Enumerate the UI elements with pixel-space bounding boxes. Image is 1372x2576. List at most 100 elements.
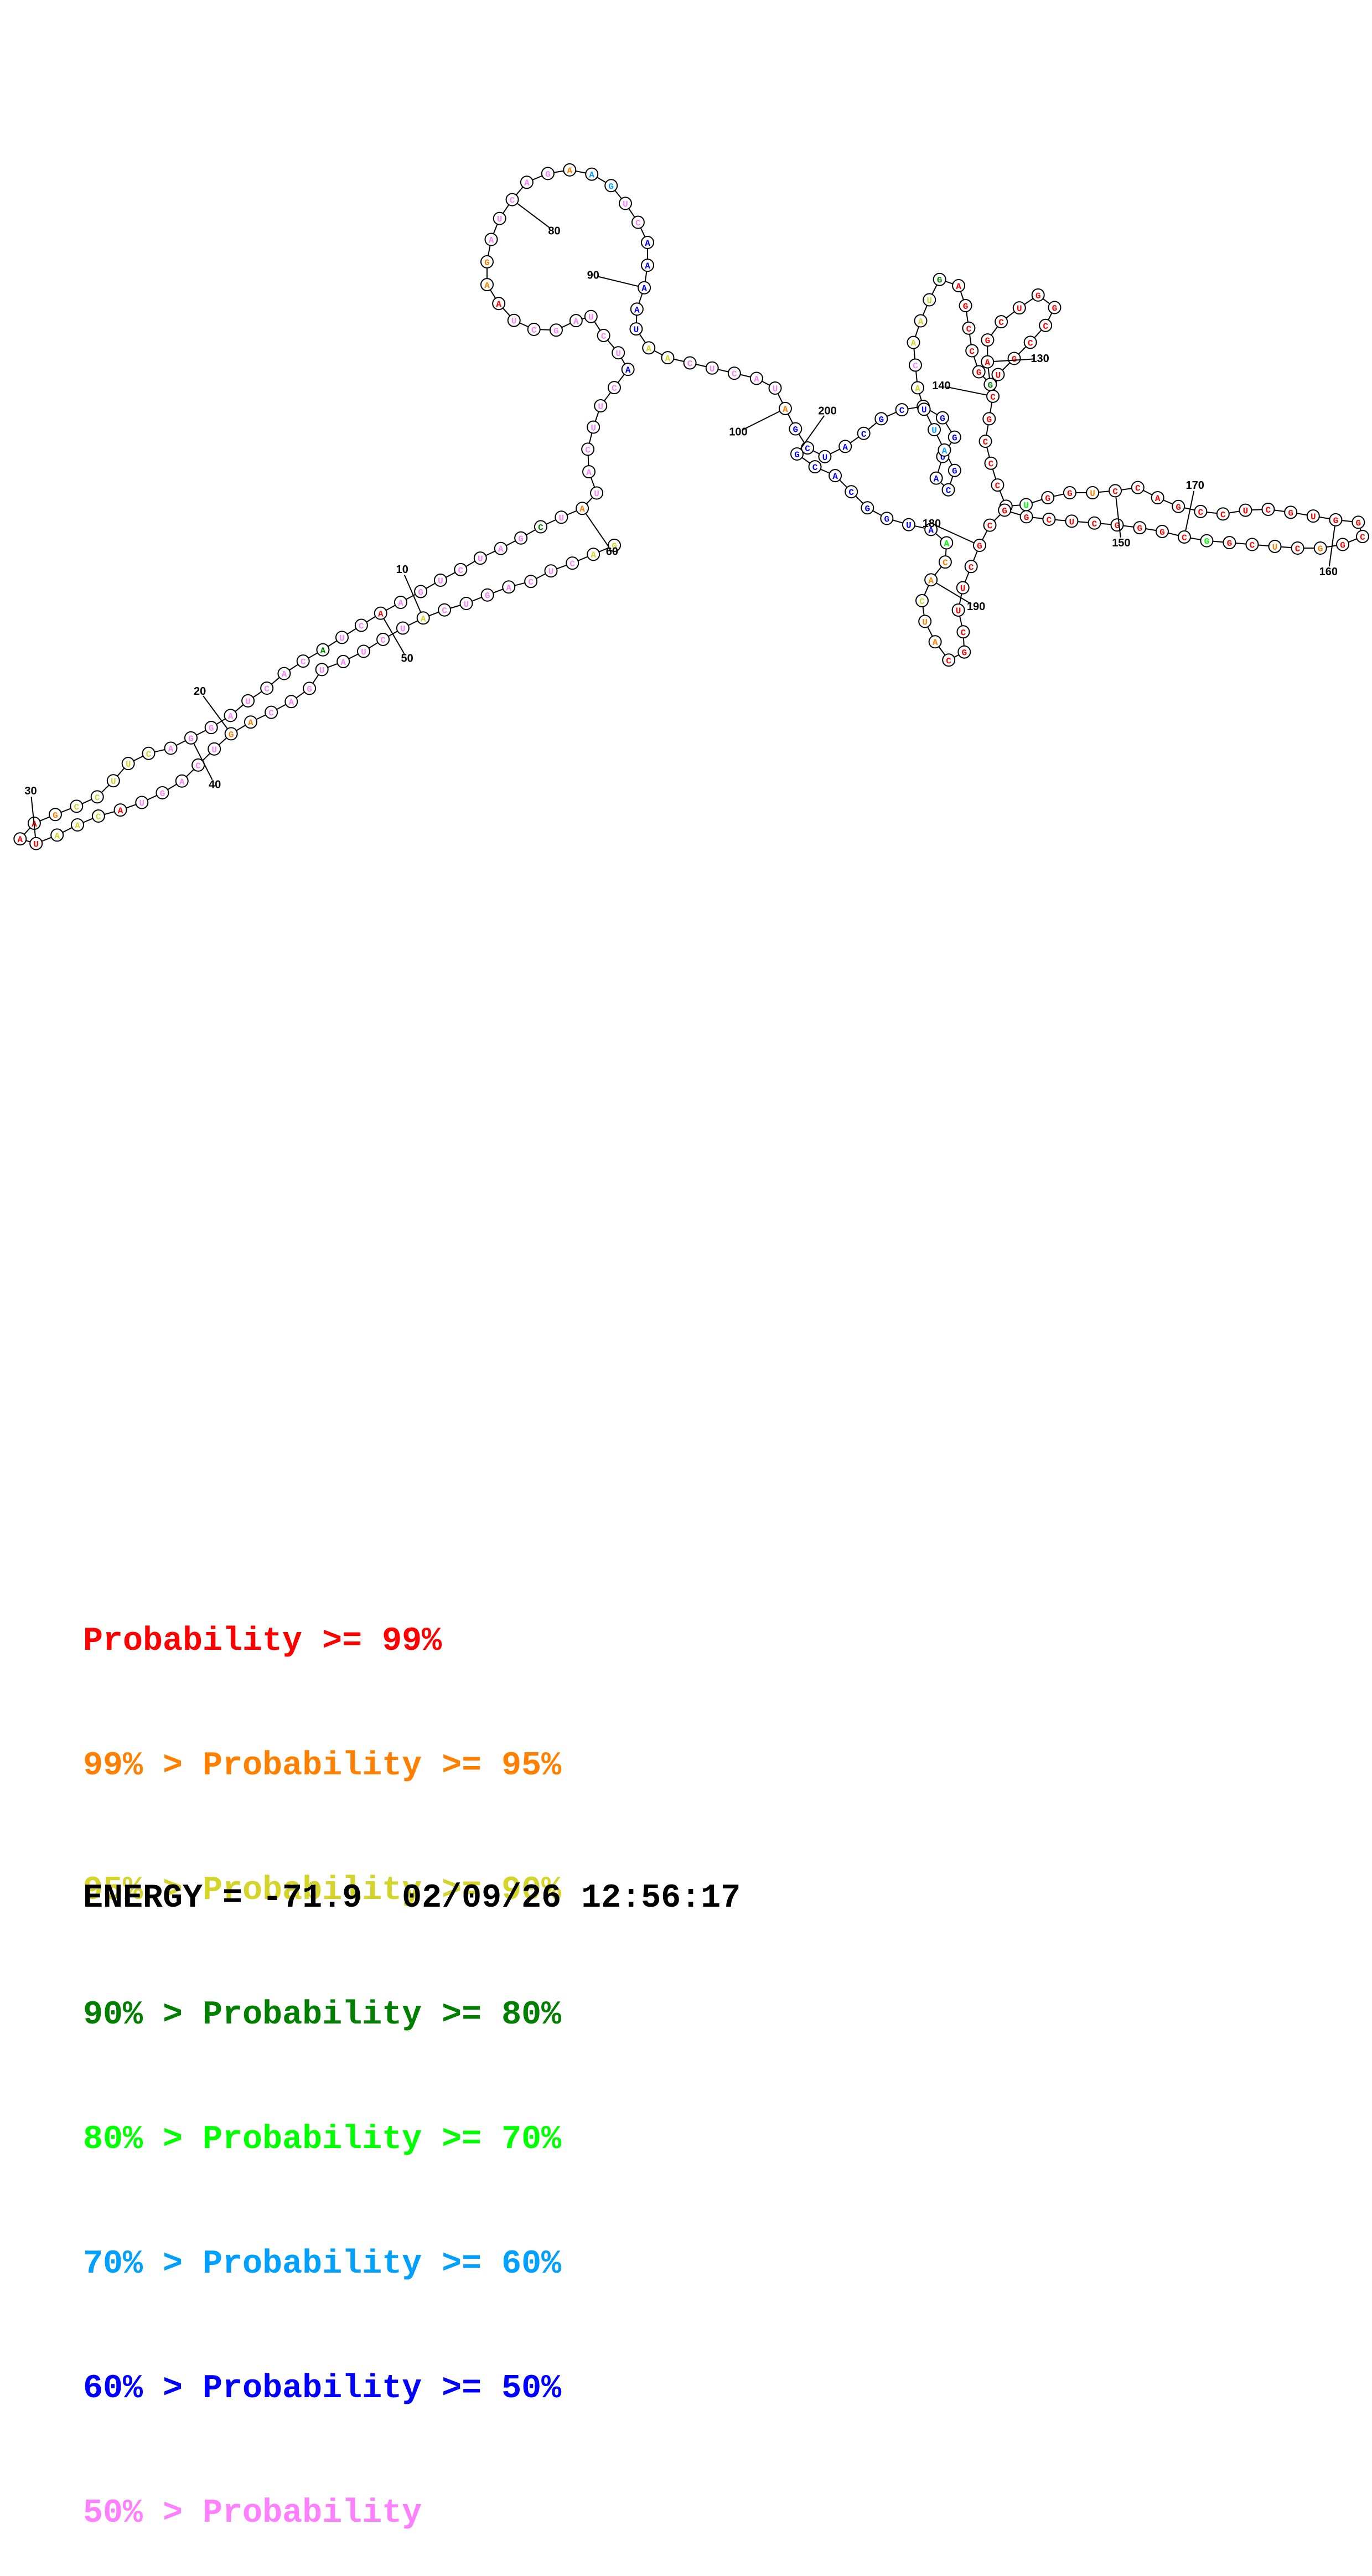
nucleotide-circle	[683, 356, 697, 370]
nucleotide-letter: U	[615, 349, 621, 359]
nucleotide-circle	[394, 596, 407, 610]
nucleotide: A	[929, 471, 943, 485]
position-label: 20	[194, 685, 206, 698]
nucleotide-circle	[983, 518, 997, 532]
nucleotide: G	[184, 731, 198, 745]
nucleotide-letter: U	[559, 513, 565, 523]
nucleotide-circle	[964, 560, 978, 574]
nucleotide-circle	[541, 167, 555, 180]
nucleotide: U	[1065, 514, 1079, 528]
nucleotide-circle	[576, 502, 589, 515]
nucleotide-circle	[857, 426, 871, 440]
nucleotide-letter: G	[418, 587, 423, 597]
nucleotide-circle	[13, 832, 27, 846]
nucleotide: U	[241, 694, 255, 708]
nucleotide-circle	[942, 653, 956, 667]
position-label: 10	[396, 564, 408, 576]
nucleotide: G	[948, 430, 961, 444]
nucleotide-letter: A	[1155, 494, 1161, 504]
position-tick	[994, 358, 1035, 362]
nucleotide: C	[91, 809, 105, 823]
nucleotide-letter: U	[921, 405, 927, 415]
nucleotide: A	[938, 443, 951, 457]
nucleotide-circle	[70, 799, 84, 813]
nucleotide: A	[502, 580, 516, 594]
nucleotide-circle	[184, 731, 198, 745]
nucleotide-letter: A	[378, 610, 384, 620]
nucleotide-letter: A	[641, 284, 647, 294]
nucleotide: A	[336, 654, 350, 668]
nucleotide: A	[492, 297, 506, 311]
position-label: 30	[24, 785, 37, 797]
nucleotide: A	[638, 281, 651, 295]
nucleotide: G	[983, 378, 997, 391]
nucleotide: A	[907, 335, 920, 349]
nucleotide: G	[514, 531, 528, 545]
nucleotide-circle	[354, 618, 368, 632]
nucleotide-circle	[224, 727, 238, 741]
nucleotide: G	[1110, 518, 1124, 532]
nucleotide-circle	[534, 520, 547, 534]
nucleotide-letter: U	[1023, 500, 1029, 510]
nucleotide-circle	[924, 523, 938, 536]
nucleotide: C	[942, 653, 956, 667]
nucleotide: G	[541, 167, 555, 180]
nucleotide: G	[1200, 534, 1214, 548]
nucleotide: U	[594, 399, 608, 413]
nucleotide-circle	[29, 837, 43, 850]
nucleotide-circle	[1194, 504, 1208, 518]
nucleotide: C	[1291, 541, 1304, 555]
position-label: 170	[1186, 479, 1204, 492]
nucleotide-circle	[414, 585, 428, 598]
nucleotide-letter: C	[146, 750, 152, 760]
nucleotide: C	[1042, 512, 1056, 526]
nucleotide: G	[1007, 352, 1021, 365]
nucleotide-circle	[962, 321, 976, 335]
nucleotide: G	[414, 585, 428, 598]
nucleotide-letter: C	[1112, 487, 1118, 497]
nucleotide: C	[984, 456, 998, 470]
position-tick	[936, 582, 972, 605]
nucleotide-circle	[316, 643, 330, 657]
nucleotide-circle	[502, 580, 516, 594]
nucleotide: U	[433, 574, 447, 587]
nucleotide-circle	[493, 211, 506, 225]
nucleotide-circle	[607, 381, 621, 395]
nucleotide: A	[50, 828, 64, 842]
nucleotide-circle	[113, 803, 127, 817]
nucleotide-letter: G	[1333, 516, 1339, 526]
nucleotide: C	[454, 562, 468, 576]
nucleotide-letter: C	[1250, 541, 1255, 551]
position-tick	[203, 695, 228, 729]
nucleotide-circle	[91, 809, 105, 823]
nucleotide: A	[284, 695, 298, 709]
nucleotide-letter: A	[398, 598, 403, 608]
nucleotide: U	[629, 322, 643, 336]
nucleotide: U	[818, 450, 832, 463]
nucleotide: C	[142, 746, 156, 760]
nucleotide-circle	[1284, 505, 1298, 519]
nucleotide-letter: U	[319, 665, 325, 675]
legend-row-80: 90% > Probability >= 80%	[83, 1995, 561, 2036]
nucleotide-letter: G	[1356, 518, 1361, 528]
nucleotide-circle	[514, 531, 528, 545]
nucleotide-circle	[1172, 499, 1185, 513]
legend-row-50: 60% > Probability >= 50%	[83, 2368, 561, 2410]
nucleotide-letter: G	[229, 730, 234, 740]
nucleotide-circle	[1063, 486, 1076, 499]
nucleotide-circle	[473, 551, 487, 565]
nucleotide-letter: A	[944, 539, 949, 549]
nucleotide-letter: C	[96, 812, 101, 822]
nucleotide-letter: C	[1266, 505, 1271, 515]
nucleotide-circle	[396, 621, 410, 635]
nucleotide: G	[48, 808, 62, 822]
nucleotide-letter: G	[545, 169, 551, 179]
nucleotide-letter: A	[586, 468, 592, 478]
nucleotide-circle	[982, 412, 996, 426]
nucleotide-circle	[584, 309, 598, 323]
nucleotide-letter: U	[211, 745, 217, 755]
nucleotide: A	[316, 643, 330, 657]
nucleotide-letter: C	[74, 802, 79, 812]
nucleotide-circle	[566, 556, 579, 570]
nucleotide-circle	[459, 597, 473, 611]
